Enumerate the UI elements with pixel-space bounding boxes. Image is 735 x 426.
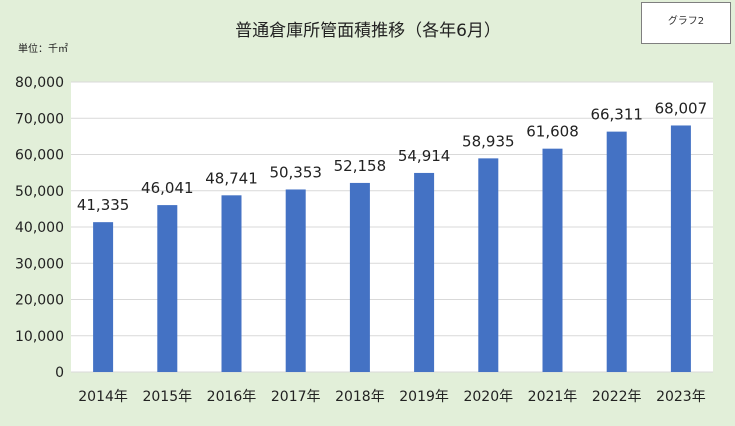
data-label: 61,608 — [526, 123, 579, 141]
data-label: 46,041 — [141, 179, 194, 197]
chart-title: 普通倉庫所管面積推移（各年6月） — [235, 21, 501, 41]
y-tick-label: 20,000 — [15, 293, 64, 309]
data-label: 54,914 — [398, 147, 451, 165]
x-tick-label: 2014年 — [78, 389, 128, 405]
x-tick-label: 2020年 — [463, 389, 513, 405]
unit-label: 単位：千㎡ — [18, 42, 68, 55]
gridlines — [71, 81, 713, 373]
x-tick-label: 2019年 — [399, 389, 449, 405]
data-label: 48,741 — [205, 169, 258, 187]
y-axis-ticks: 0 10,000 20,000 30,000 40,000 50,000 60,000 70,… — [15, 75, 64, 381]
x-tick-label: 2022年 — [592, 389, 642, 405]
bar — [670, 125, 691, 372]
y-tick-label: 0 — [55, 365, 64, 381]
y-tick-label: 40,000 — [15, 220, 64, 236]
x-tick-label: 2018年 — [335, 389, 385, 405]
data-label: 58,935 — [462, 132, 515, 150]
graph-badge: グラフ2 — [641, 2, 731, 44]
bar — [349, 182, 370, 372]
x-tick-label: 2016年 — [207, 389, 257, 405]
y-tick-label: 60,000 — [15, 148, 64, 164]
data-label: 66,311 — [590, 106, 643, 124]
y-tick-label: 10,000 — [15, 329, 64, 345]
y-tick-label: 50,000 — [15, 184, 64, 200]
bar — [542, 148, 563, 372]
bar — [478, 158, 499, 372]
data-label: 41,335 — [77, 196, 130, 214]
data-label: 52,158 — [334, 157, 387, 175]
bar — [157, 205, 178, 372]
y-tick-label: 30,000 — [15, 256, 64, 272]
x-tick-label: 2017年 — [271, 389, 321, 405]
bar — [285, 189, 306, 372]
x-axis-ticks: 2014年 2015年 2016年 2017年 2018年 2019年 2020年 2021年… — [78, 389, 705, 405]
x-tick-label: 2021年 — [528, 389, 578, 405]
x-tick-label: 2015年 — [142, 389, 192, 405]
bar — [221, 195, 242, 372]
x-tick-label: 2023年 — [656, 389, 706, 405]
data-labels: 41,335 46,041 48,741 50,353 52,158 54,914 58,9… — [77, 99, 707, 214]
y-tick-label: 80,000 — [15, 75, 64, 91]
bars — [93, 125, 691, 372]
data-label: 50,353 — [269, 163, 322, 181]
y-tick-label: 70,000 — [15, 111, 64, 127]
bar — [414, 172, 435, 372]
bar — [606, 131, 627, 372]
bar — [93, 222, 114, 372]
data-label: 68,007 — [655, 99, 708, 117]
